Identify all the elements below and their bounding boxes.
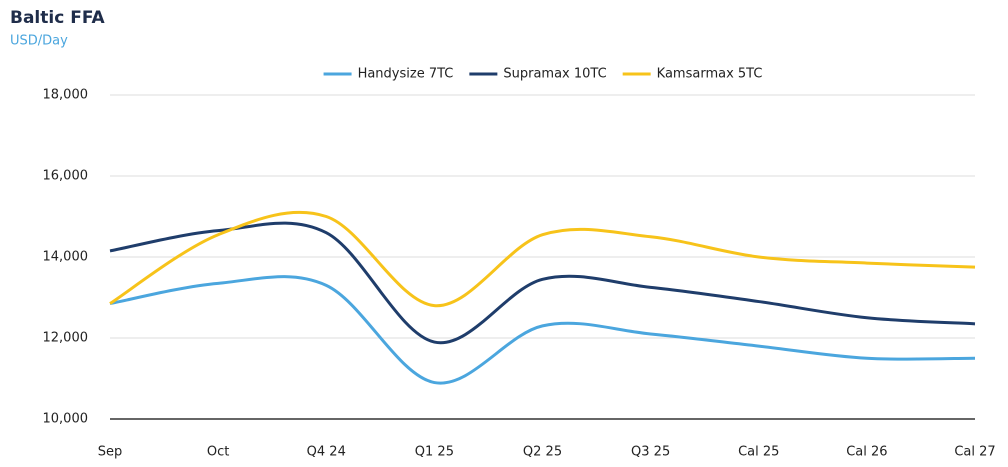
legend-label: Supramax 10TC (503, 67, 606, 82)
x-tick-label: Q3 25 (631, 445, 670, 460)
y-tick-label: 12,000 (43, 331, 89, 346)
series-line (109, 210, 976, 308)
x-tick-label: Cal 27 (954, 445, 995, 460)
x-tick-label: Oct (207, 445, 229, 460)
y-tick-label: 16,000 (43, 169, 89, 184)
chart-subtitle: USD/Day (10, 34, 68, 49)
x-tick-label: Q4 24 (307, 445, 346, 460)
series-line (109, 221, 976, 345)
x-tick-label: Q1 25 (415, 445, 454, 460)
legend-label: Kamsarmax 5TC (657, 67, 763, 82)
y-tick-label: 14,000 (43, 250, 89, 265)
x-tick-label: Sep (98, 445, 123, 460)
x-tick-label: Cal 25 (738, 445, 779, 460)
y-tick-label: 18,000 (43, 88, 89, 103)
chart-title: Baltic FFA (10, 8, 105, 28)
x-tick-label: Cal 26 (846, 445, 887, 460)
y-tick-label: 10,000 (43, 412, 89, 427)
series-line (109, 275, 976, 385)
legend-label: Handysize 7TC (358, 67, 454, 82)
x-tick-label: Q2 25 (523, 445, 562, 460)
